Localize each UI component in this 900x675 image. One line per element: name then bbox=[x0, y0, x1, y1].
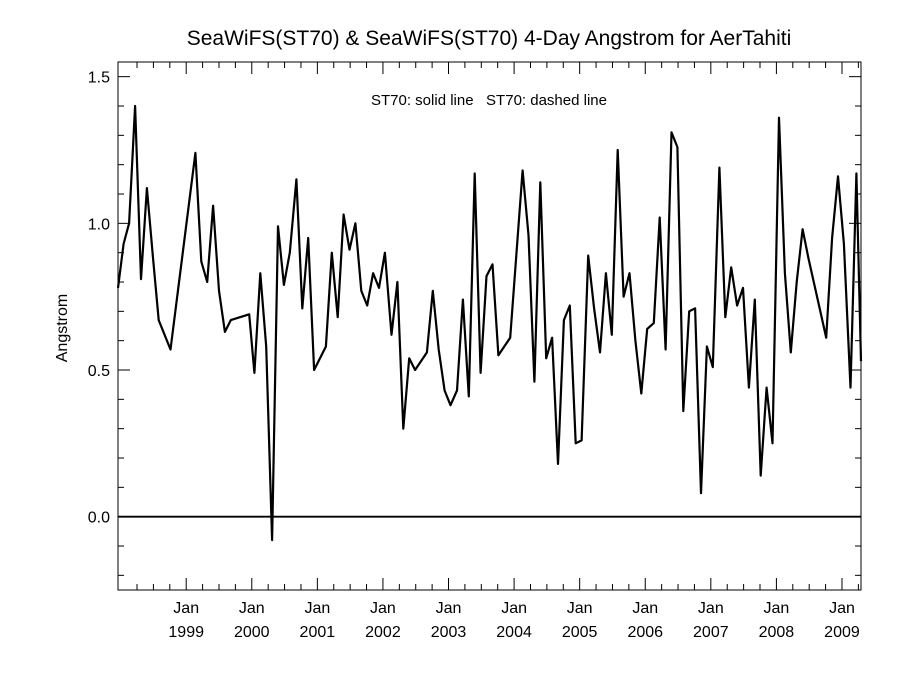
x-tick-month: Jan bbox=[829, 600, 855, 617]
x-tick-month: Jan bbox=[632, 600, 658, 617]
x-tick-year: 2005 bbox=[562, 624, 598, 641]
x-tick-year: 2008 bbox=[759, 624, 795, 641]
x-tick-month: Jan bbox=[370, 600, 396, 617]
x-tick-month: Jan bbox=[501, 600, 527, 617]
x-tick-year: 2003 bbox=[431, 624, 467, 641]
y-tick-label: 0.0 bbox=[88, 510, 110, 527]
x-tick-year: 2007 bbox=[693, 624, 729, 641]
series-group bbox=[116, 104, 863, 542]
x-tick-month: Jan bbox=[436, 600, 462, 617]
y-axis-label: Angstrom bbox=[54, 294, 71, 362]
y-tick-label: 1.0 bbox=[88, 216, 110, 233]
series-line-solid bbox=[116, 104, 863, 542]
x-tick-month: Jan bbox=[764, 600, 790, 617]
plot-frame bbox=[117, 61, 862, 591]
x-tick-year: 2002 bbox=[365, 624, 401, 641]
y-tick-label: 0.5 bbox=[88, 363, 110, 380]
axes: 0.0 0.5 1.0 1.5 Jan 1999 Jan 2000 Jan 2001 Jan 2002… bbox=[88, 62, 861, 641]
x-tick-month: Jan bbox=[304, 600, 330, 617]
x-tick-month: Jan bbox=[567, 600, 593, 617]
chart-title: SeaWiFS(ST70) & SeaWiFS(ST70) 4-Day Angs… bbox=[187, 27, 792, 50]
x-tick-month: Jan bbox=[698, 600, 724, 617]
x-tick-year: 2000 bbox=[234, 624, 270, 641]
x-tick-year: 2006 bbox=[627, 624, 663, 641]
x-tick-month: Jan bbox=[173, 600, 199, 617]
x-tick-year: 2001 bbox=[300, 624, 336, 641]
x-tick-year: 1999 bbox=[168, 624, 204, 641]
y-tick-label: 1.5 bbox=[88, 70, 110, 87]
x-tick-year: 2004 bbox=[496, 624, 532, 641]
x-tick-month: Jan bbox=[239, 600, 265, 617]
chart-legend: ST70: solid line ST70: dashed line bbox=[371, 92, 607, 109]
x-tick-year: 2009 bbox=[824, 624, 860, 641]
